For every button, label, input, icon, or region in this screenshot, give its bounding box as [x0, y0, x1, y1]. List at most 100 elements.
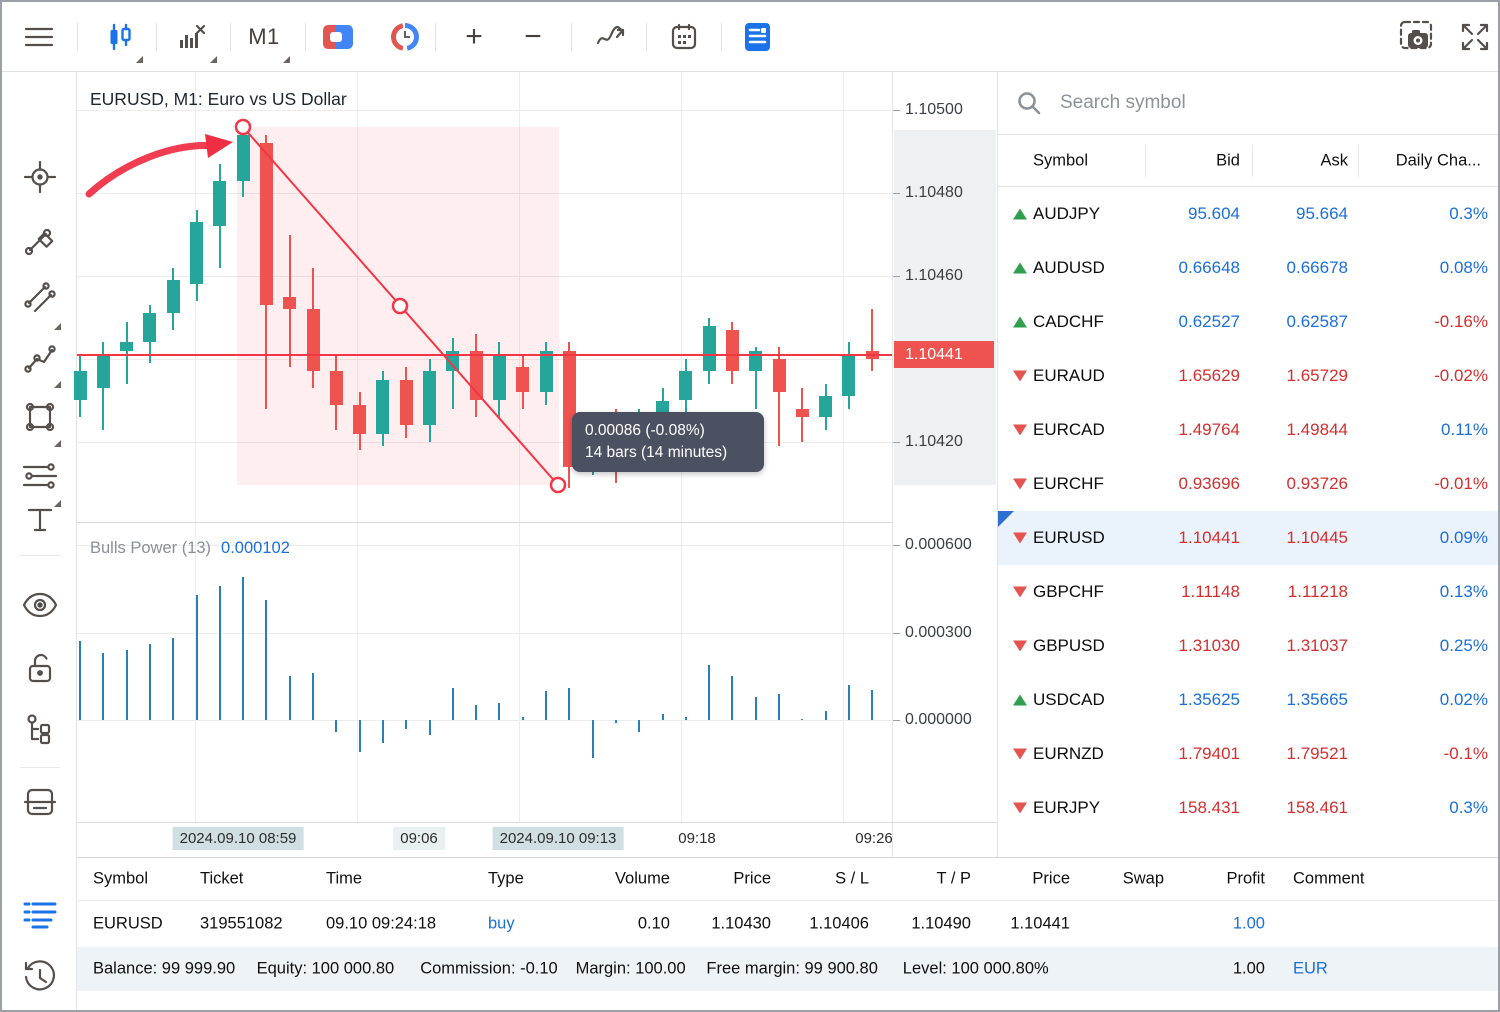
header-current-price[interactable]: Price	[1032, 869, 1070, 888]
column-bid[interactable]: Bid	[1216, 151, 1240, 169]
bid-value: 1.11148	[1181, 582, 1240, 601]
drawing-tools-sidebar	[2, 72, 77, 1010]
header-tp[interactable]: T / P	[936, 869, 971, 888]
market-watch-row-usdcad[interactable]: USDCAD 1.35625 1.35665 0.02%	[998, 673, 1498, 727]
price-axis[interactable]: 1.10500 1.10480 1.10460 1.10420 1.10441 0.0…	[893, 72, 997, 857]
timeframe-dropdown-arrow[interactable]	[283, 56, 290, 63]
chart-type-candles-button[interactable]	[101, 2, 139, 72]
visibility-tool[interactable]	[2, 585, 77, 625]
current-price-value: 1.10441	[905, 345, 963, 363]
time-axis-divider	[77, 822, 997, 823]
text-tool[interactable]	[2, 500, 77, 540]
market-watch-row-eurcad[interactable]: EURCAD 1.49764 1.49844 0.11%	[998, 403, 1498, 457]
header-comment[interactable]: Comment	[1293, 869, 1365, 888]
chart-area[interactable]: EURUSD, M1: Euro vs US Dollar 0.00086 (-…	[73, 72, 997, 857]
candle-body	[772, 359, 786, 393]
market-watch-row-euraud[interactable]: EURAUD 1.65629 1.65729 -0.02%	[998, 349, 1498, 403]
up-triangle-icon	[1013, 694, 1027, 706]
candle-body	[539, 350, 553, 393]
zoom-out-button[interactable]: −	[515, 2, 551, 72]
menu-button[interactable]	[18, 2, 60, 72]
header-price[interactable]: Price	[733, 869, 771, 888]
candle-body	[283, 296, 297, 310]
time-tick-label: 2024.09.10 09:13	[492, 827, 624, 850]
market-watch-row-gbpchf[interactable]: GBPCHF 1.11148 1.11218 0.13%	[998, 565, 1498, 619]
history-panel-button[interactable]	[2, 957, 77, 997]
market-watch-row-cadchf[interactable]: CADCHF 0.62527 0.62587 -0.16%	[998, 295, 1498, 349]
chart-type-dropdown-arrow[interactable]	[136, 56, 143, 63]
chart-title: EURUSD, M1: Euro vs US Dollar	[90, 89, 347, 109]
column-divider	[1145, 145, 1146, 177]
add-indicator-button[interactable]	[592, 2, 630, 72]
header-type[interactable]: Type	[488, 869, 524, 888]
market-watch-row-eurjpy[interactable]: EURJPY 158.431 158.461 0.3%	[998, 781, 1498, 835]
fullscreen-button[interactable]	[1454, 2, 1496, 72]
ask-value: 1.10445	[1286, 528, 1348, 547]
candle-wick	[451, 338, 454, 409]
trend-lines-tool[interactable]	[2, 278, 77, 318]
bulls-power-bar	[242, 577, 245, 720]
time-tick-label: 09:26	[855, 830, 893, 847]
news-document-button[interactable]	[738, 2, 776, 72]
measure-tool[interactable]	[2, 220, 77, 260]
crosshair-tool[interactable]	[2, 157, 77, 197]
trend-lines-dropdown-arrow[interactable]	[54, 381, 61, 388]
daily-change-value: 0.13%	[1439, 582, 1488, 601]
trade-list-panel-button[interactable]	[2, 895, 77, 935]
header-time[interactable]: Time	[326, 869, 363, 888]
header-volume[interactable]: Volume	[614, 869, 670, 888]
bulls-power-bar	[824, 711, 827, 721]
indicator-remove-button[interactable]	[173, 2, 211, 72]
indicator-tick-label: 0.000300	[893, 624, 972, 641]
one-click-trading-button[interactable]	[320, 2, 356, 72]
bulls-power-bar	[335, 720, 338, 732]
timeframe-button[interactable]: M1	[242, 2, 286, 72]
header-symbol[interactable]: Symbol	[93, 869, 149, 888]
header-profit[interactable]: Profit	[1226, 869, 1265, 888]
indicator-tick-label: 0.000000	[893, 711, 972, 728]
zoom-in-button[interactable]: +	[456, 2, 492, 72]
bid-value: 95.604	[1188, 204, 1240, 223]
pane-divider[interactable]	[77, 522, 997, 523]
search-input[interactable]	[1060, 92, 1460, 114]
bulls-power-bar	[218, 585, 221, 720]
market-watch-row-audjpy[interactable]: AUDJPY 95.604 95.664 0.3%	[998, 187, 1498, 241]
header-sl[interactable]: S / L	[835, 869, 869, 888]
indicator-dropdown-arrow[interactable]	[210, 56, 217, 63]
market-watch-row-eurusd[interactable]: EURUSD 1.10441 1.10445 0.09%	[998, 511, 1498, 565]
up-triangle-icon	[1013, 208, 1027, 220]
market-watch-row-eurnzd[interactable]: EURNZD 1.79401 1.79521 -0.1%	[998, 727, 1498, 781]
horizontal-levels-tool[interactable]	[2, 456, 77, 496]
bulls-power-bar	[381, 720, 384, 744]
time-tick-label: 09:18	[678, 830, 716, 847]
shapes-dropdown-arrow[interactable]	[54, 500, 61, 507]
bid-value: 1.10441	[1178, 528, 1240, 547]
bulls-power-bar	[638, 720, 641, 732]
bulls-power-bar	[312, 673, 314, 720]
measure-end-handle	[549, 476, 567, 494]
market-depth-clock-button[interactable]	[387, 2, 423, 72]
shapes-tool[interactable]	[2, 397, 77, 437]
toolbar-separator	[230, 23, 231, 51]
screenshot-camera-button[interactable]	[1396, 2, 1438, 72]
position-row[interactable]: EURUSD 319551082 09.10 09:24:18 buy 0.10 1.10…	[77, 901, 1498, 947]
measure-line-overlay	[85, 118, 567, 494]
object-tree-tool[interactable]	[2, 709, 77, 749]
price-tick-label: 1.10420	[893, 433, 963, 450]
print-archive-tool[interactable]	[2, 782, 77, 822]
header-swap[interactable]: Swap	[1122, 869, 1164, 888]
polyline-tool[interactable]	[2, 337, 77, 377]
header-ticket[interactable]: Ticket	[200, 869, 244, 888]
toolbar-separator	[156, 23, 157, 51]
market-watch-row-audusd[interactable]: AUDUSD 0.66648 0.66678 0.08%	[998, 241, 1498, 295]
measure-dropdown-arrow[interactable]	[54, 323, 61, 330]
column-ask[interactable]: Ask	[1320, 151, 1348, 169]
market-watch-row-gbpusd[interactable]: GBPUSD 1.31030 1.31037 0.25%	[998, 619, 1498, 673]
market-watch-row-eurchf[interactable]: EURCHF 0.93696 0.93726 -0.01%	[998, 457, 1498, 511]
column-symbol[interactable]: Symbol	[1033, 151, 1089, 169]
calendar-button[interactable]	[665, 2, 703, 72]
unlock-tool[interactable]	[2, 649, 77, 689]
column-daily-change[interactable]: Daily Cha...	[1395, 151, 1481, 169]
polyline-dropdown-arrow[interactable]	[54, 440, 61, 447]
time-axis[interactable]: 2024.09.10 08:59 09:06 2024.09.10 09:13 09:…	[77, 823, 893, 857]
